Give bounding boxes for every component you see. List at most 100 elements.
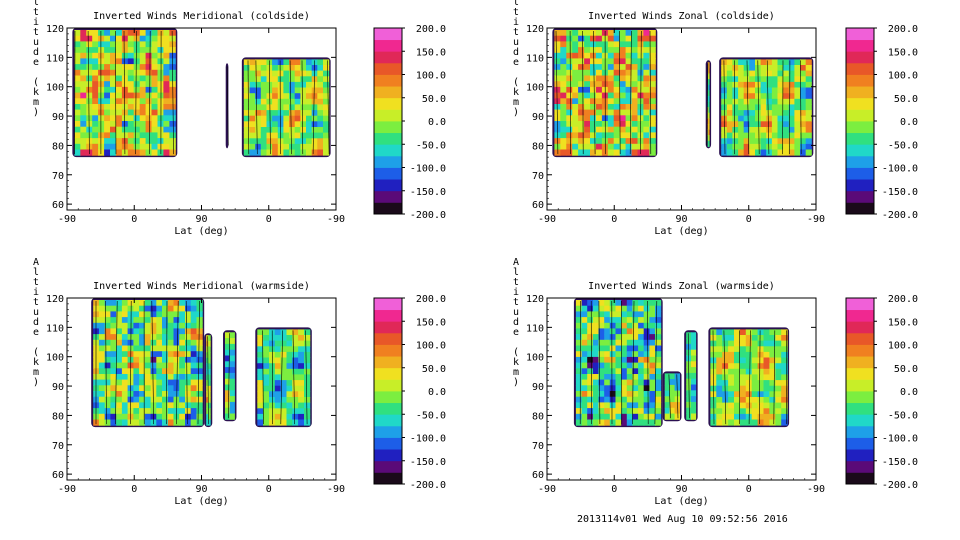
data-cell xyxy=(757,363,764,370)
data-cell xyxy=(115,86,123,94)
data-cell xyxy=(788,65,795,72)
data-cell xyxy=(743,127,750,134)
data-cell xyxy=(255,104,262,111)
data-cell xyxy=(626,351,633,358)
data-cell xyxy=(104,356,111,364)
data-cell xyxy=(805,127,812,134)
data-cell xyxy=(578,115,585,122)
data-cell xyxy=(127,64,135,71)
data-cell xyxy=(167,374,174,381)
data-cell xyxy=(163,81,170,88)
contour-line xyxy=(280,330,283,425)
data-cell xyxy=(771,132,778,139)
data-cell xyxy=(745,351,753,358)
data-cell xyxy=(98,30,105,37)
data-cell xyxy=(185,408,192,415)
data-cell xyxy=(98,138,105,145)
data-cell xyxy=(572,115,579,122)
data-cell xyxy=(578,143,585,150)
data-cell xyxy=(766,65,773,72)
data-cell xyxy=(707,73,709,80)
data-cell xyxy=(625,109,632,116)
data-cell xyxy=(609,345,616,352)
contour-line xyxy=(618,30,621,155)
x-tick-label: -90 xyxy=(327,214,345,225)
data-cell xyxy=(255,138,262,145)
data-cell xyxy=(80,138,87,145)
data-cell xyxy=(225,355,231,362)
data-cell xyxy=(163,121,170,128)
data-cell xyxy=(263,385,270,392)
data-cell xyxy=(80,81,87,88)
colorbar-swatch xyxy=(374,379,402,392)
data-cell xyxy=(145,52,152,59)
data-cell xyxy=(716,357,723,364)
data-cell xyxy=(751,397,759,404)
data-cell xyxy=(139,98,147,105)
data-cell xyxy=(260,149,267,156)
data-cell xyxy=(280,357,287,364)
data-cell xyxy=(110,396,117,403)
data-cell xyxy=(311,121,318,128)
data-cell xyxy=(632,334,639,341)
data-cell xyxy=(592,322,600,329)
colorbar-swatch xyxy=(374,391,402,404)
data-cell xyxy=(116,311,123,318)
data-cell xyxy=(229,332,235,339)
data-cell xyxy=(289,98,296,105)
data-cell xyxy=(794,104,801,111)
data-cell xyxy=(116,345,123,352)
data-cell xyxy=(157,41,164,48)
data-cell xyxy=(260,59,267,66)
data-cell xyxy=(607,69,615,76)
data-cell xyxy=(255,149,262,156)
data-cell xyxy=(167,413,174,420)
data-cell xyxy=(163,52,170,59)
data-cell xyxy=(598,408,605,415)
data-cell xyxy=(777,132,784,139)
data-cell xyxy=(317,87,324,94)
data-cell xyxy=(592,356,600,364)
data-cell xyxy=(707,112,709,119)
data-cell xyxy=(156,419,163,426)
data-cell xyxy=(643,351,650,358)
data-cell xyxy=(743,93,750,100)
data-cell xyxy=(157,86,164,94)
data-cell xyxy=(581,300,588,307)
data-cell xyxy=(116,351,123,358)
data-cell xyxy=(110,368,117,375)
data-cell xyxy=(708,129,710,136)
x-tick-label: 0 xyxy=(746,484,752,495)
colorbar-label: 100.0 xyxy=(416,341,446,352)
data-cell xyxy=(229,396,235,403)
data-cell xyxy=(257,368,264,375)
data-cell xyxy=(225,349,231,356)
data-cell xyxy=(794,121,801,128)
data-cell xyxy=(592,379,600,386)
colorbar-swatch xyxy=(374,39,402,52)
data-cell xyxy=(643,362,650,369)
colorbar-label: -150.0 xyxy=(410,457,446,468)
data-cell xyxy=(655,339,662,346)
data-cell xyxy=(575,408,583,415)
data-cell xyxy=(150,311,157,318)
data-cell xyxy=(609,351,616,358)
data-cell xyxy=(566,121,573,128)
data-cell xyxy=(587,374,594,381)
data-cell xyxy=(781,368,788,375)
contour-line xyxy=(149,30,151,155)
data-cell xyxy=(732,87,739,94)
data-cell xyxy=(619,52,627,59)
data-cell xyxy=(732,138,739,145)
data-cell xyxy=(133,98,141,105)
data-cell xyxy=(638,374,645,381)
data-cell xyxy=(190,317,197,324)
data-cell xyxy=(621,379,628,386)
data-cell xyxy=(554,75,561,82)
data-cell xyxy=(739,391,747,398)
data-cell xyxy=(643,391,650,398)
data-cell xyxy=(649,81,656,88)
data-cell xyxy=(590,132,597,139)
data-cell xyxy=(781,413,788,420)
data-cell xyxy=(298,413,305,420)
